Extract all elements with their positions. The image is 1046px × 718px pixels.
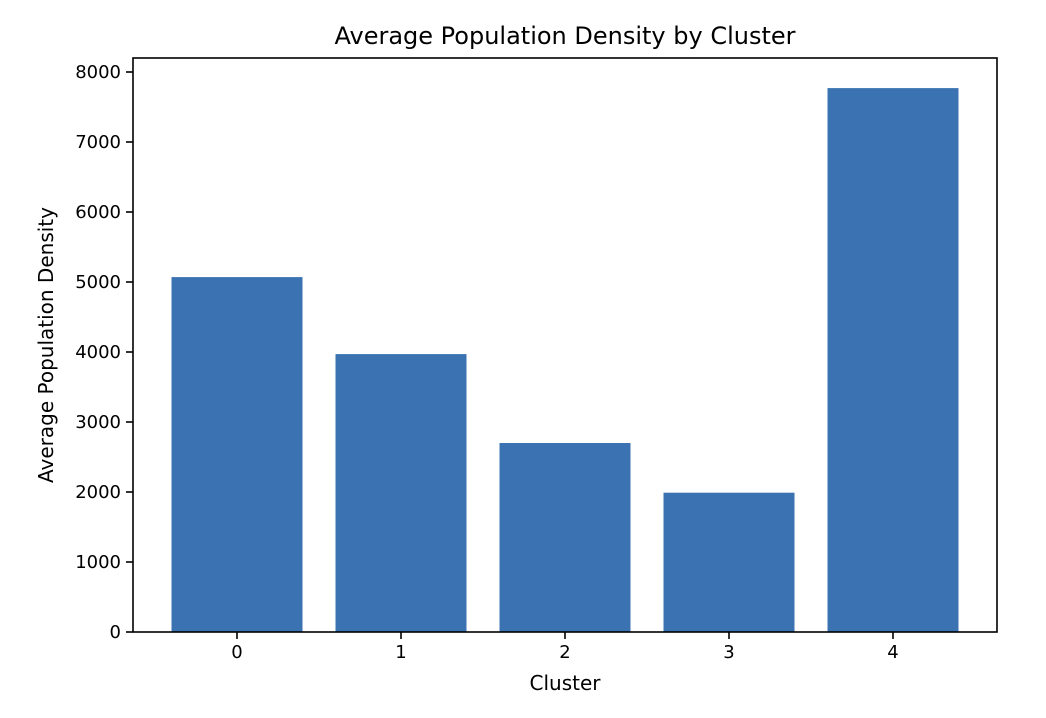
bar-cluster-3 — [663, 492, 795, 632]
plot-frame — [132, 57, 998, 633]
bar-cluster-0 — [171, 277, 303, 632]
y-axis-label: Average Population Density — [34, 207, 58, 483]
x-tick-label: 2 — [559, 642, 570, 663]
bar-cluster-2 — [499, 443, 631, 632]
y-tick-label: 8000 — [75, 62, 121, 83]
y-tick-label: 4000 — [75, 342, 121, 363]
y-tick-label: 3000 — [75, 412, 121, 433]
y-tick-label: 0 — [110, 622, 121, 643]
y-tick-label: 1000 — [75, 552, 121, 573]
x-tick-label: 0 — [231, 642, 242, 663]
y-tick-label: 5000 — [75, 272, 121, 293]
y-tick-label: 2000 — [75, 482, 121, 503]
chart-title: Average Population Density by Cluster — [334, 22, 795, 50]
x-tick-label: 4 — [887, 642, 898, 663]
x-axis-ticks: 0 1 2 3 4 — [231, 632, 899, 663]
x-axis-label: Cluster — [530, 671, 602, 695]
bars-group — [171, 88, 959, 633]
y-tick-label: 7000 — [75, 132, 121, 153]
y-axis-ticks: 0 1000 2000 3000 4000 5000 6000 7000 8000 — [75, 62, 133, 643]
x-tick-label: 3 — [723, 642, 734, 663]
y-tick-label: 6000 — [75, 202, 121, 223]
bar-cluster-1 — [335, 354, 467, 632]
x-tick-label: 1 — [395, 642, 406, 663]
bar-cluster-4 — [827, 88, 959, 633]
